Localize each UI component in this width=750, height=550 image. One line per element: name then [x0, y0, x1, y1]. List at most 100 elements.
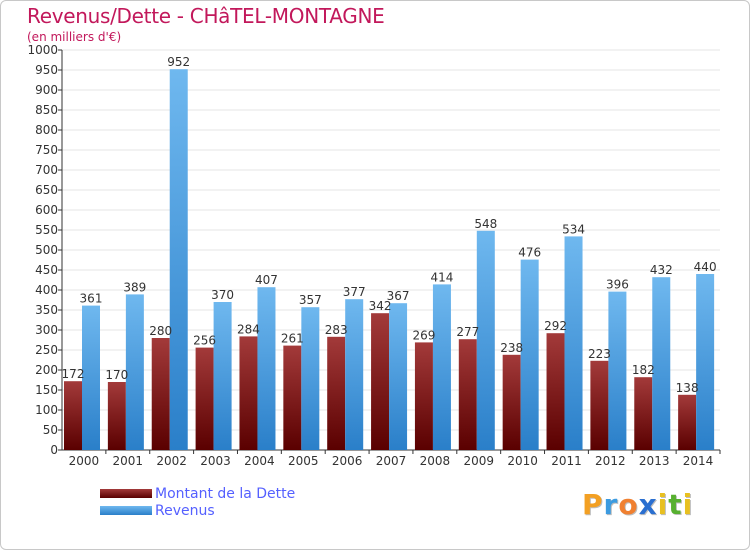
- x-tick-label: 2011: [551, 454, 582, 468]
- data-labels: 172 361 170 389 280 952 256 370 284 407 261 357 283 3…: [62, 55, 717, 395]
- logo-letter: i: [682, 488, 694, 521]
- x-tick-label: 2010: [507, 454, 538, 468]
- y-tick-label: 0: [50, 443, 58, 457]
- bar-revenue: [432, 284, 451, 450]
- x-tick-label: 2008: [420, 454, 451, 468]
- bar-revenue: [564, 236, 583, 450]
- data-label-revenue: 367: [387, 289, 410, 303]
- data-label-debt: 342: [369, 299, 392, 313]
- y-tick-label: 900: [35, 83, 58, 97]
- y-tick-label: 350: [35, 303, 58, 317]
- data-label-debt: 283: [325, 323, 348, 337]
- x-tick-label: 2006: [332, 454, 363, 468]
- bar-revenue: [345, 299, 364, 450]
- data-label-debt: 261: [281, 332, 304, 346]
- bar-debt: [414, 342, 433, 450]
- x-tick-label: 2003: [200, 454, 231, 468]
- y-tick-label: 1000: [27, 43, 58, 57]
- chart-subtitle: (en milliers d'€): [27, 30, 122, 44]
- logo-letter: r: [603, 488, 619, 521]
- y-tick-label: 450: [35, 263, 58, 277]
- data-label-debt: 280: [149, 324, 172, 338]
- y-tick-label: 600: [35, 203, 58, 217]
- x-tick-label: 2012: [595, 454, 626, 468]
- bar-revenue: [608, 291, 627, 450]
- data-label-debt: 292: [544, 319, 567, 333]
- bar-debt: [371, 313, 390, 450]
- data-label-revenue: 389: [123, 280, 146, 294]
- data-label-revenue: 414: [430, 270, 453, 284]
- x-tick-label: 2002: [156, 454, 187, 468]
- bar-debt: [502, 354, 521, 450]
- axes: 0 50 100 150 200 250 300 350 400 450 500 550 600 650 7…: [27, 43, 721, 468]
- logo-letter: i: [657, 488, 669, 521]
- bar-debt: [195, 347, 214, 450]
- data-label-debt: 284: [237, 322, 260, 336]
- data-label-revenue: 952: [167, 55, 190, 69]
- y-tick-label: 300: [35, 323, 58, 337]
- y-tick-label: 700: [35, 163, 58, 177]
- data-label-revenue: 548: [474, 217, 497, 231]
- y-tick-label: 200: [35, 363, 58, 377]
- bar-debt: [64, 381, 82, 450]
- y-tick-label: 500: [35, 243, 58, 257]
- x-tick-label: 2013: [639, 454, 670, 468]
- bar-debt: [678, 394, 697, 450]
- bar-debt: [151, 338, 170, 450]
- y-tick-label: 250: [35, 343, 58, 357]
- y-tick-label: 100: [35, 403, 58, 417]
- logo-letter: x: [638, 488, 658, 521]
- bar-revenue: [652, 277, 671, 450]
- logo-letter: t: [668, 488, 683, 521]
- x-tick-label: 2005: [288, 454, 319, 468]
- data-label-debt: 170: [105, 368, 128, 382]
- data-label-revenue: 440: [694, 260, 717, 274]
- y-tick-label: 550: [35, 223, 58, 237]
- x-tick-label: 2001: [113, 454, 144, 468]
- y-tick-label: 750: [35, 143, 58, 157]
- bar-debt: [634, 377, 653, 450]
- bar-revenue: [213, 302, 232, 450]
- bar-debt: [107, 382, 126, 450]
- y-tick-label: 850: [35, 103, 58, 117]
- data-label-debt: 172: [62, 367, 85, 381]
- x-tick-label: 2009: [463, 454, 494, 468]
- legend-label-debt: Montant de la Dette: [155, 486, 296, 502]
- bar-revenue: [82, 305, 100, 450]
- x-tick-label: 2014: [683, 454, 714, 468]
- x-tick-label: 2000: [69, 454, 100, 468]
- bar-revenue: [125, 294, 144, 450]
- bar-debt: [283, 345, 302, 450]
- y-tick-label: 800: [35, 123, 58, 137]
- chart-title: Revenus/Dette - CHâTEL-MONTAGNE: [27, 4, 385, 28]
- bar-debt: [458, 339, 477, 450]
- legend-label-revenue: Revenus: [155, 503, 215, 519]
- y-tick-label: 150: [35, 383, 58, 397]
- data-label-debt: 182: [632, 363, 655, 377]
- bar-debt: [546, 333, 565, 450]
- y-tick-label: 650: [35, 183, 58, 197]
- bar-revenue: [476, 230, 495, 450]
- data-label-debt: 269: [412, 328, 435, 342]
- bar-revenue: [696, 274, 715, 450]
- proxiti-logo: Proxiti: [582, 488, 693, 521]
- data-label-debt: 277: [456, 325, 479, 339]
- bar-revenue: [301, 307, 320, 450]
- y-tick-label: 950: [35, 63, 58, 77]
- bar-revenue: [520, 259, 539, 450]
- y-tick-label: 50: [43, 423, 58, 437]
- bars: [64, 69, 715, 450]
- logo-letter: o: [618, 488, 639, 521]
- bar-revenue: [389, 303, 408, 450]
- data-label-debt: 256: [193, 334, 216, 348]
- logo-letter: P: [582, 488, 604, 521]
- bar-revenue: [257, 287, 276, 450]
- data-label-debt: 223: [588, 347, 611, 361]
- bar-debt: [327, 336, 346, 450]
- data-label-debt: 138: [676, 381, 699, 395]
- legend-swatch-revenue: [100, 506, 152, 515]
- y-tick-label: 400: [35, 283, 58, 297]
- x-tick-label: 2007: [376, 454, 407, 468]
